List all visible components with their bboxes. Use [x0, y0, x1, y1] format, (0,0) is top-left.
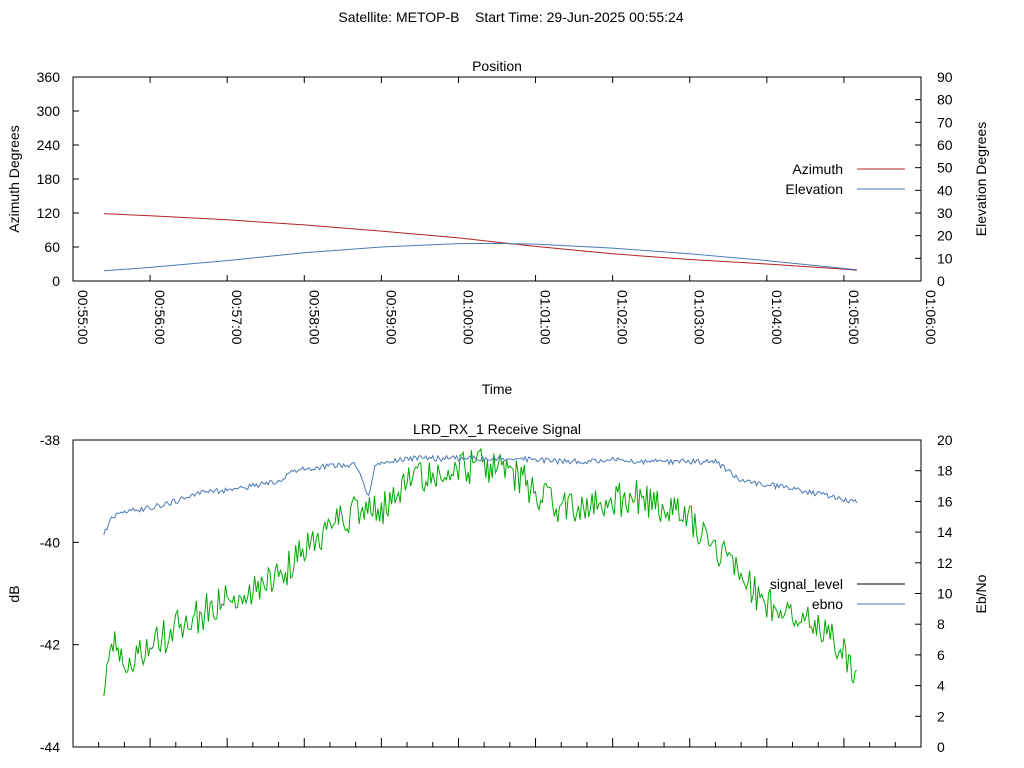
x-tick-label: 00:55:00	[75, 290, 91, 345]
position-y2-axis-label: Elevation Degrees	[973, 122, 989, 236]
x-tick-label: 01:05:00	[846, 290, 862, 345]
x-tick-label: 00:59:00	[383, 290, 399, 345]
position-plot-frame	[72, 76, 922, 282]
receive-signal-y-axis-label: dB	[6, 585, 22, 602]
y-tick-label: 240	[37, 137, 61, 153]
position-ticks: 0 60 120 180 240 300 360 0 10 20 30 40 50 60 70 80 90 00:…	[37, 69, 953, 345]
y-tick-label: 0	[52, 273, 60, 289]
legend-label: Azimuth	[792, 161, 843, 177]
y-tick-label: -44	[40, 739, 60, 755]
receive-signal-series	[103, 447, 858, 697]
y-tick-label: 120	[37, 205, 61, 221]
y2-tick-label: 30	[937, 205, 953, 221]
series-line-azimuth	[103, 213, 857, 271]
y2-tick-label: 4	[937, 678, 945, 694]
y-tick-label: 300	[37, 103, 61, 119]
y2-tick-label: 20	[937, 432, 953, 448]
y2-tick-label: 8	[937, 616, 945, 632]
x-tick-label: 00:56:00	[152, 290, 168, 345]
y-tick-label: -38	[40, 432, 60, 448]
y2-tick-label: 20	[937, 228, 953, 244]
position-legend: Azimuth Elevation	[785, 161, 905, 197]
y2-tick-label: 12	[937, 555, 953, 571]
y2-tick-label: 10	[937, 250, 953, 266]
position-chart: Position Azimuth Degrees Elevation Degre…	[6, 58, 989, 397]
series-line-signal-level	[103, 447, 858, 697]
x-tick-label: 01:02:00	[615, 290, 631, 345]
x-tick-label: 01:03:00	[692, 290, 708, 345]
position-chart-title: Position	[472, 58, 522, 74]
y2-tick-label: 70	[937, 114, 953, 130]
legend-label: ebno	[812, 596, 843, 612]
legend-label: Elevation	[785, 181, 843, 197]
x-tick-label: 00:58:00	[306, 290, 322, 345]
receive-signal-ticks: -38 -40 -42 -44 0 2 4 6 8 10 12 14 16 18 20	[40, 432, 953, 755]
y2-tick-label: 60	[937, 137, 953, 153]
position-series	[103, 213, 857, 272]
y2-tick-label: 50	[937, 160, 953, 176]
x-tick-label: 01:06:00	[923, 290, 939, 345]
y-tick-label: 180	[37, 171, 61, 187]
position-x-axis-label: Time	[482, 381, 513, 397]
position-y-axis-label: Azimuth Degrees	[6, 125, 22, 232]
y2-tick-label: 40	[937, 182, 953, 198]
legend-label: signal_level	[770, 576, 843, 592]
y2-tick-label: 6	[937, 647, 945, 663]
y2-tick-label: 14	[937, 524, 953, 540]
series-line-elevation	[103, 242, 857, 272]
y2-tick-label: 0	[937, 273, 945, 289]
y2-tick-label: 0	[937, 739, 945, 755]
x-tick-label: 00:57:00	[229, 290, 245, 345]
x-tick-label: 01:04:00	[769, 290, 785, 345]
y2-tick-label: 90	[937, 69, 953, 85]
receive-signal-y2-axis-label: Eb/No	[973, 574, 989, 613]
receive-signal-chart: LRD_RX_1 Receive Signal dB Eb/No -38-40-…	[6, 421, 989, 755]
series-line-ebno	[103, 454, 858, 536]
x-tick-label: 01:00:00	[460, 290, 476, 345]
y2-tick-label: 16	[937, 493, 953, 509]
figure-title: Satellite: METOP-B Start Time: 29-Jun-20…	[338, 9, 683, 25]
y2-tick-label: 80	[937, 92, 953, 108]
y2-tick-label: 2	[937, 708, 945, 724]
y2-tick-label: 10	[937, 586, 953, 602]
y-tick-label: 60	[44, 239, 60, 255]
y-tick-label: 360	[37, 69, 61, 85]
receive-signal-chart-title: LRD_RX_1 Receive Signal	[413, 421, 581, 437]
y2-tick-label: 18	[937, 463, 953, 479]
y-tick-label: -42	[40, 637, 60, 653]
x-tick-label: 01:01:00	[538, 290, 554, 345]
receive-signal-plot-frame	[72, 439, 922, 748]
y-tick-label: -40	[40, 534, 60, 550]
